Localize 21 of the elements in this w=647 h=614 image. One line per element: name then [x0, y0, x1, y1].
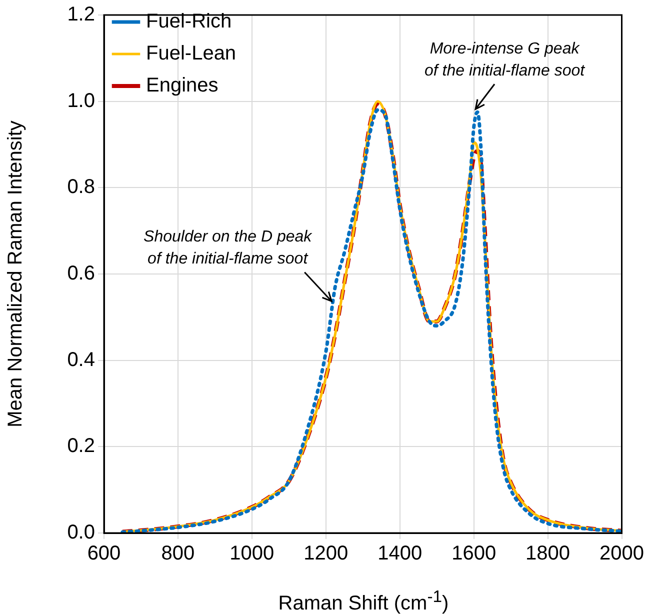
annotation: More-intense G peak of the initial-flame soot [424, 40, 586, 80]
legend-label: Engines [146, 74, 218, 97]
legend-label: Fuel-Lean [146, 42, 236, 65]
x-tick-label: 2000 [600, 542, 644, 565]
y-tick-label: 0.6 [67, 262, 95, 285]
x-tick-label: 1400 [378, 542, 422, 565]
y-tick-label: 0.4 [67, 348, 95, 371]
x-tick-label: 600 [87, 542, 121, 565]
y-tick-label: 0.8 [67, 176, 95, 198]
x-tick-label: 1800 [526, 542, 570, 565]
x-axis-title: Raman Shift (cm$^{-1}$) [277, 586, 450, 614]
y-tick-label: 0.2 [67, 435, 95, 458]
x-tick-label: 1600 [452, 542, 496, 565]
y-tick-label: 1.2 [67, 4, 95, 26]
y-tick-label: 1.0 [67, 90, 95, 112]
y-axis-title: Mean Normalized Raman Intensity [4, 120, 27, 428]
y-tick-label: 0.0 [67, 522, 95, 544]
x-tick-label: 1200 [304, 542, 348, 565]
annotation: Shoulder on the D peak of the initial-flame soot [144, 228, 313, 268]
x-tick-label: 1000 [230, 542, 274, 565]
x-tick-label: 800 [161, 542, 195, 565]
